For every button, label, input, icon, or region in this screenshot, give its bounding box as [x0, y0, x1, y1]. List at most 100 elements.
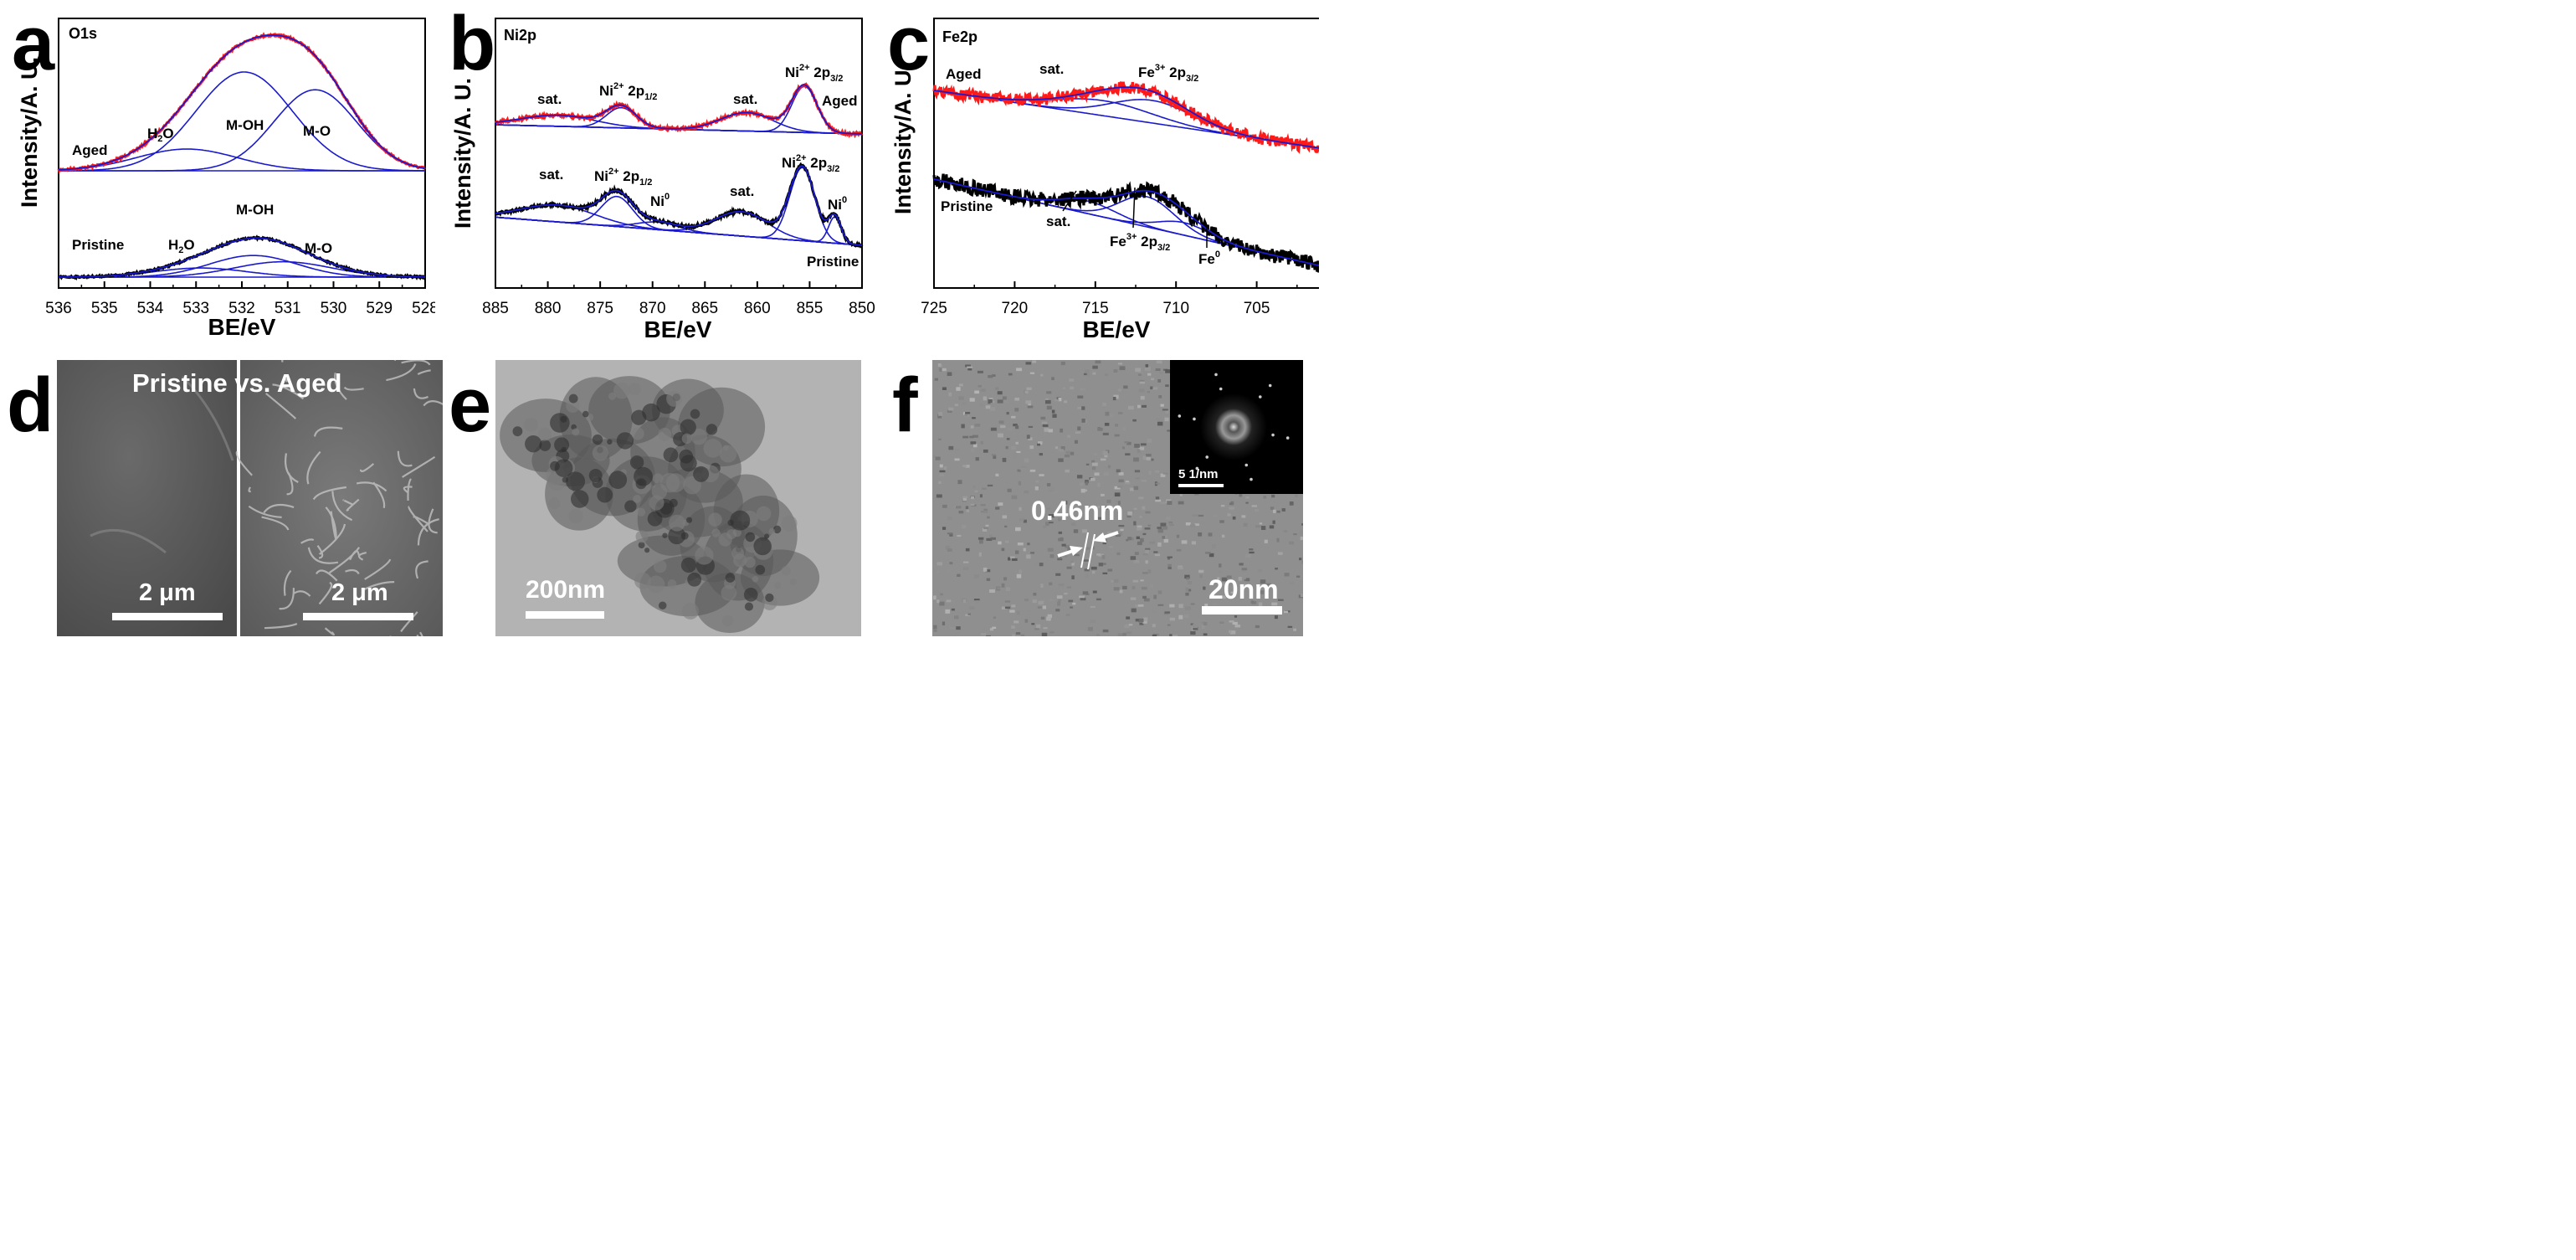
hrtem-noise — [983, 449, 988, 453]
x-tick-label: 530 — [321, 300, 347, 317]
hrtem-noise — [995, 507, 1000, 510]
hrtem-noise — [995, 473, 999, 477]
hrtem-noise — [1006, 587, 1010, 592]
hrtem-noise — [1192, 624, 1198, 629]
hrtem-noise — [998, 502, 1003, 506]
tem-texture — [633, 494, 642, 503]
hrtem-noise — [1036, 624, 1041, 629]
hrtem-noise — [1141, 480, 1147, 482]
hrtem-noise — [1283, 530, 1288, 532]
hrtem-noise — [1060, 446, 1065, 450]
hrtem-noise — [1042, 525, 1047, 528]
hrtem-noise — [1101, 493, 1105, 496]
hrtem-noise — [1084, 568, 1090, 572]
envelope-fit-pristine — [933, 178, 1319, 266]
hrtem-noise — [1106, 499, 1111, 504]
hrtem-noise — [1149, 541, 1156, 544]
raw-data-pristine — [494, 162, 864, 249]
tem-texture — [679, 449, 694, 464]
hrtem-noise — [962, 435, 969, 439]
hrtem-noise — [1178, 615, 1183, 620]
sem-flake — [342, 499, 354, 506]
tem-texture — [658, 601, 667, 610]
hrtem-noise — [1019, 507, 1022, 511]
label-pristine: Pristine — [72, 237, 124, 253]
hrtem-noise — [1191, 541, 1196, 545]
hrtem-noise — [1065, 469, 1070, 473]
hrtem-noise — [1258, 590, 1265, 594]
hrtem-noise — [1168, 521, 1173, 524]
hrtem-noise — [1080, 597, 1086, 601]
hrtem-noise — [1284, 610, 1289, 614]
hrtem-noise — [1116, 501, 1121, 505]
hrtem-noise — [1151, 378, 1155, 381]
hrtem-noise — [1098, 563, 1104, 567]
x-tick-label: 710 — [1162, 300, 1189, 317]
envelope-fit-pristine — [59, 237, 426, 278]
hrtem-noise — [1187, 580, 1193, 585]
hrtem-noise — [1104, 537, 1107, 543]
sem-flake — [283, 569, 292, 596]
hrtem-noise — [1225, 594, 1229, 597]
hrtem-noise — [1020, 467, 1026, 471]
hrtem-noise — [1081, 406, 1085, 410]
hrtem-noise — [1064, 400, 1068, 404]
hrtem-noise — [1151, 406, 1155, 409]
hrtem-noise — [1128, 405, 1134, 410]
sem-flake — [408, 505, 428, 532]
hrtem-noise — [1046, 507, 1051, 510]
hrtem-noise — [1070, 386, 1075, 390]
panel-letter-f: f — [892, 363, 918, 448]
sem-flake — [334, 373, 347, 400]
sem-flake — [324, 627, 335, 636]
hrtem-noise — [932, 569, 937, 573]
hrtem-noise — [1090, 605, 1096, 608]
hrtem-noise — [1192, 514, 1198, 517]
hrtem-noise — [1029, 469, 1036, 472]
hrtem-noise — [1044, 399, 1051, 404]
hrtem-noise — [1145, 364, 1149, 368]
y-axis-label: Intensity/A. U. — [17, 57, 42, 208]
hrtem-noise — [1258, 602, 1263, 607]
hrtem-noise — [949, 562, 953, 565]
hrtem-noise — [1067, 548, 1072, 552]
hrtem-noise — [969, 435, 974, 439]
hrtem-noise — [1102, 572, 1108, 574]
label-ni2p32-pristine: Ni2+ 2p3/2 — [782, 153, 839, 174]
hrtem-noise — [1244, 579, 1247, 582]
fft-spot — [1214, 373, 1218, 377]
hrtem-noise — [954, 458, 960, 461]
hrtem-noise — [933, 595, 936, 600]
fft-spot — [1219, 387, 1223, 391]
hrtem-noise — [1181, 540, 1188, 544]
hrtem-noise — [1008, 557, 1011, 561]
hrtem-noise — [1034, 562, 1039, 567]
tem-texture — [561, 446, 567, 453]
hrtem-noise — [997, 587, 1001, 590]
label-sat-aged-1: sat. — [537, 91, 562, 107]
hrtem-noise — [1186, 577, 1189, 580]
hrtem-noise — [1200, 621, 1205, 624]
hrtem-noise — [1029, 445, 1034, 450]
hrtem-noise — [1249, 548, 1254, 551]
tem-texture — [662, 532, 668, 538]
hrtem-noise — [1095, 360, 1101, 364]
hrtem-noise — [990, 427, 997, 431]
hrtem-noise — [1001, 606, 1008, 609]
hrtem-noise — [1167, 556, 1173, 558]
hrtem-noise — [947, 516, 952, 521]
hrtem-noise — [1142, 572, 1148, 574]
tem-texture — [764, 533, 770, 539]
hrtem-noise — [1023, 548, 1026, 552]
hrtem-noise — [1097, 482, 1101, 487]
hrtem-noise — [1229, 620, 1234, 623]
hrtem-noise — [1172, 635, 1178, 636]
hrtem-noise — [971, 448, 974, 452]
hrtem-noise — [1167, 567, 1172, 569]
hrtem-noise — [1160, 473, 1166, 477]
sem-flake — [300, 538, 315, 544]
hrtem-noise — [1114, 486, 1121, 490]
hrtem-noise — [1198, 514, 1204, 517]
hrtem-noise — [1058, 599, 1061, 603]
hrtem-noise — [990, 537, 996, 540]
